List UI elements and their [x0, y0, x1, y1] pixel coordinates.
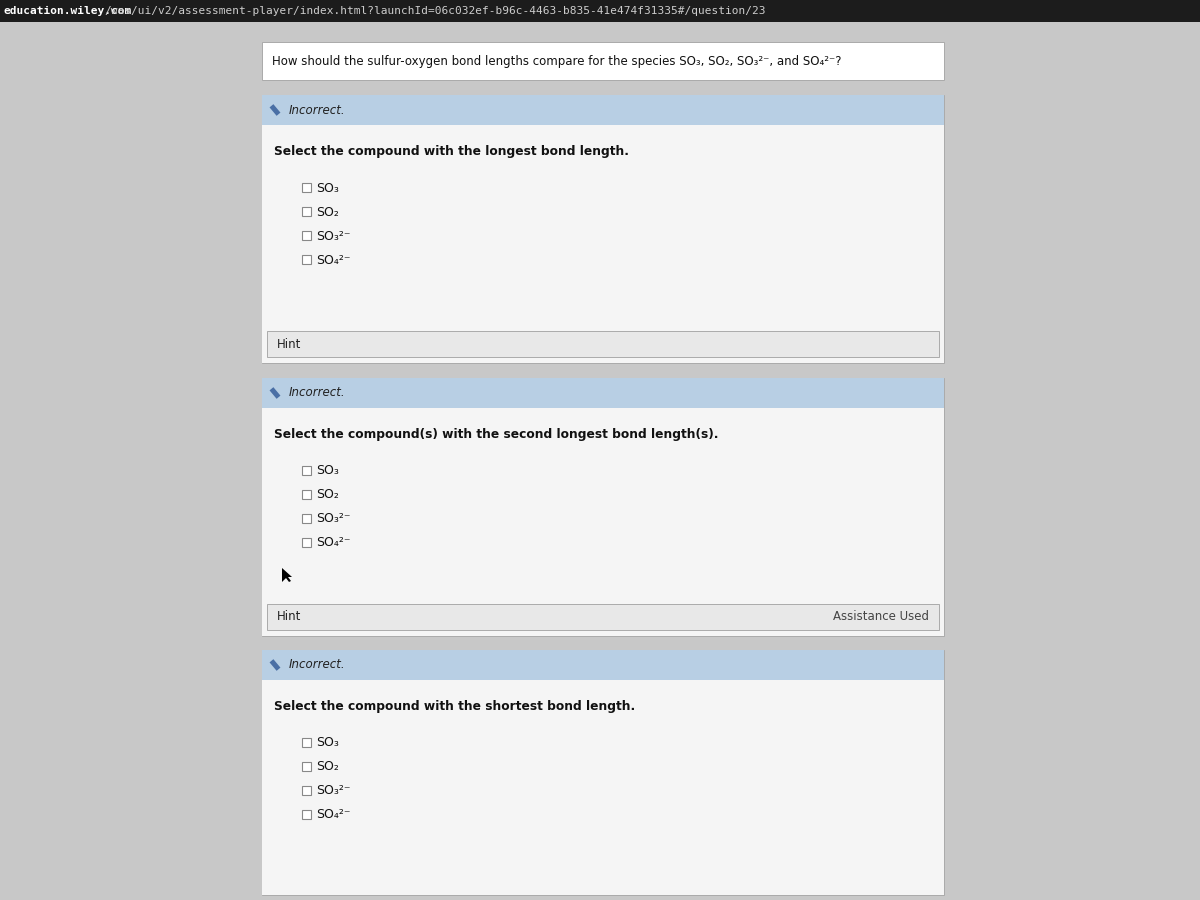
- Text: SO₄²⁻: SO₄²⁻: [316, 536, 350, 550]
- Text: SO₄²⁻: SO₄²⁻: [316, 808, 350, 822]
- Bar: [262, 378, 944, 636]
- Bar: [266, 604, 940, 630]
- Polygon shape: [270, 387, 281, 399]
- Bar: [262, 378, 944, 408]
- Bar: [262, 95, 944, 363]
- Text: SO₃²⁻: SO₃²⁻: [316, 230, 350, 242]
- Text: Select the compound with the shortest bond length.: Select the compound with the shortest bo…: [274, 700, 635, 713]
- Bar: [302, 514, 311, 523]
- Text: Hint: Hint: [277, 338, 301, 350]
- Bar: [266, 331, 940, 357]
- Bar: [262, 650, 944, 895]
- Bar: [302, 206, 311, 215]
- Text: SO₃²⁻: SO₃²⁻: [316, 785, 350, 797]
- Text: SO₃²⁻: SO₃²⁻: [316, 512, 350, 526]
- Polygon shape: [282, 568, 292, 582]
- Text: education.wiley.com: education.wiley.com: [4, 6, 132, 16]
- Text: SO₃: SO₃: [316, 464, 338, 478]
- Bar: [262, 408, 944, 636]
- Bar: [262, 125, 944, 363]
- Text: Select the compound(s) with the second longest bond length(s).: Select the compound(s) with the second l…: [274, 428, 719, 441]
- Bar: [262, 42, 944, 80]
- Bar: [0, 0, 1200, 22]
- Bar: [302, 255, 311, 264]
- Text: SO₃: SO₃: [316, 182, 338, 194]
- Bar: [302, 537, 311, 546]
- Text: Incorrect.: Incorrect.: [289, 104, 346, 116]
- Bar: [302, 490, 311, 499]
- Text: Hint: Hint: [277, 610, 301, 624]
- Text: SO₃: SO₃: [316, 736, 338, 750]
- Polygon shape: [270, 659, 281, 670]
- Bar: [302, 786, 311, 795]
- Text: SO₄²⁻: SO₄²⁻: [316, 254, 350, 266]
- Bar: [262, 680, 944, 895]
- Bar: [262, 650, 944, 680]
- Bar: [302, 230, 311, 239]
- Text: SO₂: SO₂: [316, 760, 338, 773]
- Text: Incorrect.: Incorrect.: [289, 386, 346, 400]
- Text: SO₂: SO₂: [316, 489, 338, 501]
- Text: Incorrect.: Incorrect.: [289, 659, 346, 671]
- Text: Assistance Used: Assistance Used: [833, 610, 929, 624]
- Text: Select the compound with the longest bond length.: Select the compound with the longest bon…: [274, 145, 629, 158]
- Bar: [262, 95, 944, 125]
- Polygon shape: [270, 104, 281, 116]
- Bar: [302, 737, 311, 746]
- Text: How should the sulfur-oxygen bond lengths compare for the species SO₃, SO₂, SO₃²: How should the sulfur-oxygen bond length…: [272, 55, 841, 68]
- Text: /was/ui/v2/assessment-player/index.html?launchId=06c032ef-b96c-4463-b835-41e474f: /was/ui/v2/assessment-player/index.html?…: [104, 6, 767, 16]
- Text: SO₂: SO₂: [316, 205, 338, 219]
- Bar: [302, 183, 311, 192]
- Bar: [302, 465, 311, 474]
- Bar: [302, 761, 311, 770]
- Bar: [302, 809, 311, 818]
